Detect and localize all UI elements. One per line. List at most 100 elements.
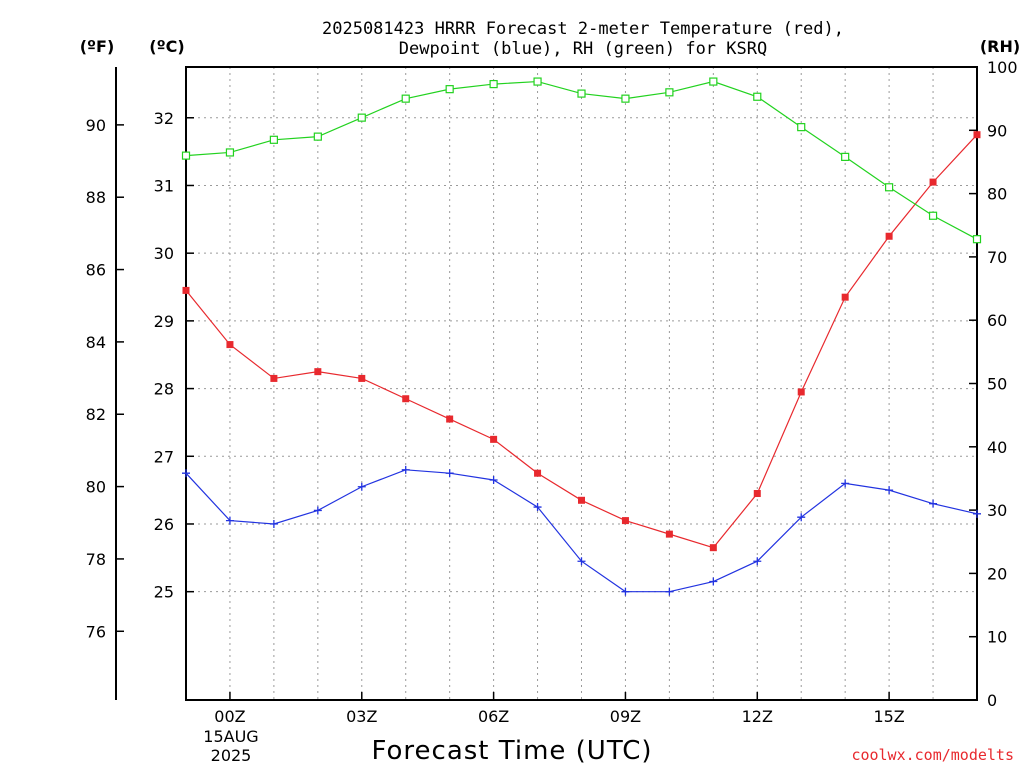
data-point [182,286,190,294]
data-point [533,503,542,512]
chart-title-line-1: 2025081423 HRRR Forecast 2-meter Tempera… [322,19,844,39]
data-point [797,513,806,522]
rh-unit-label: (RH) [980,37,1020,56]
data-point [445,85,454,94]
data-point [401,94,410,103]
data-point [841,152,850,161]
rh-tick-label: 100 [987,58,1018,77]
data-point [489,475,498,484]
x-tick-label: 15Z [873,707,904,726]
data-point [489,79,498,89]
data-point [797,123,806,132]
data-point [753,92,762,101]
data-point [577,557,586,566]
x-tick-label: 12Z [742,707,773,726]
data-point [665,530,673,538]
data-point [358,374,366,382]
x-tick-label: 00Z [214,707,245,726]
fahrenheit-tick-label: 82 [86,405,106,424]
rh-tick-label: 80 [987,185,1007,204]
celsius-tick-label: 31 [154,176,174,195]
series-2 [181,77,982,244]
rh-tick-label: 10 [987,628,1007,647]
data-point [753,490,761,498]
data-point [709,577,718,586]
x-axis-label: Forecast Time (UTC) [371,736,652,766]
data-point [841,479,850,488]
data-point [357,482,366,491]
rh-tick-label: 90 [987,121,1007,140]
fahrenheit-tick-label: 90 [86,116,106,135]
data-point [534,469,542,477]
data-point [885,486,894,495]
data-point [182,469,190,478]
tick-labels: 76 78 80 82 84 86 88 90 25 26 27 28 29 30 31 32 0 10 20 30 4… [86,58,1018,726]
data-point [972,235,982,244]
data-point [665,587,674,596]
data-point [929,499,938,508]
data-point [709,544,717,552]
rh-tick-label: 50 [987,375,1007,394]
data-point [401,465,410,474]
credit-text: coolwx.com/modelts [851,746,1014,764]
data-point [269,135,278,144]
data-point [490,435,498,443]
data-point [313,506,322,515]
data-point [577,89,586,98]
celsius-tick-label: 25 [154,583,174,602]
data-point [665,88,674,97]
fahrenheit-tick-label: 78 [86,550,106,569]
series-0 [182,131,981,552]
series-line [185,80,978,240]
data-point [181,151,191,160]
celsius-tick-label: 30 [154,244,174,263]
data-point [709,77,718,86]
fahrenheit-tick-label: 88 [86,188,106,207]
series-1 [182,465,981,596]
celsius-tick-label: 28 [154,380,174,399]
data-point [225,516,234,525]
data-point [270,374,278,382]
data-point [928,211,938,220]
data-point [402,395,410,403]
data-point [841,293,849,301]
data-point [753,557,762,566]
rh-tick-label: 20 [987,564,1007,583]
rh-tick-label: 0 [987,691,997,710]
plot-frame [185,66,978,701]
data-point [621,587,630,596]
data-point [446,415,454,423]
data-point [885,183,894,192]
grid-lines [186,67,977,700]
rh-tick-label: 30 [987,501,1007,520]
fahrenheit-tick-label: 80 [86,478,106,497]
data-point [533,77,542,86]
data-point [578,496,585,504]
x-tick-label: 03Z [346,707,377,726]
data-point [885,232,893,240]
celsius-tick-label: 27 [154,447,174,466]
x-tick-label: 06Z [478,707,509,726]
data-point [314,368,322,376]
x-tick-label: 09Z [610,707,641,726]
data-point [225,148,235,157]
data-point [269,519,278,528]
rh-tick-label: 40 [987,438,1007,457]
data-point [973,509,981,518]
data-point [357,113,366,122]
x-date-line-1: 15AUG [203,727,258,746]
rh-tick-label: 60 [987,311,1007,330]
data-point [445,469,454,478]
data-point [929,178,937,186]
data-series [181,77,982,596]
fahrenheit-tick-label: 76 [86,622,106,641]
x-date-line-2: 2025 [211,746,252,765]
celsius-tick-label: 26 [154,515,174,534]
data-point [621,94,630,103]
fahrenheit-tick-label: 86 [86,261,106,280]
axes [115,66,978,701]
chart-title-line-2: Dewpoint (blue), RH (green) for KSRQ [399,39,767,59]
celsius-unit-label: (ºC) [149,37,184,56]
data-point [313,132,322,141]
